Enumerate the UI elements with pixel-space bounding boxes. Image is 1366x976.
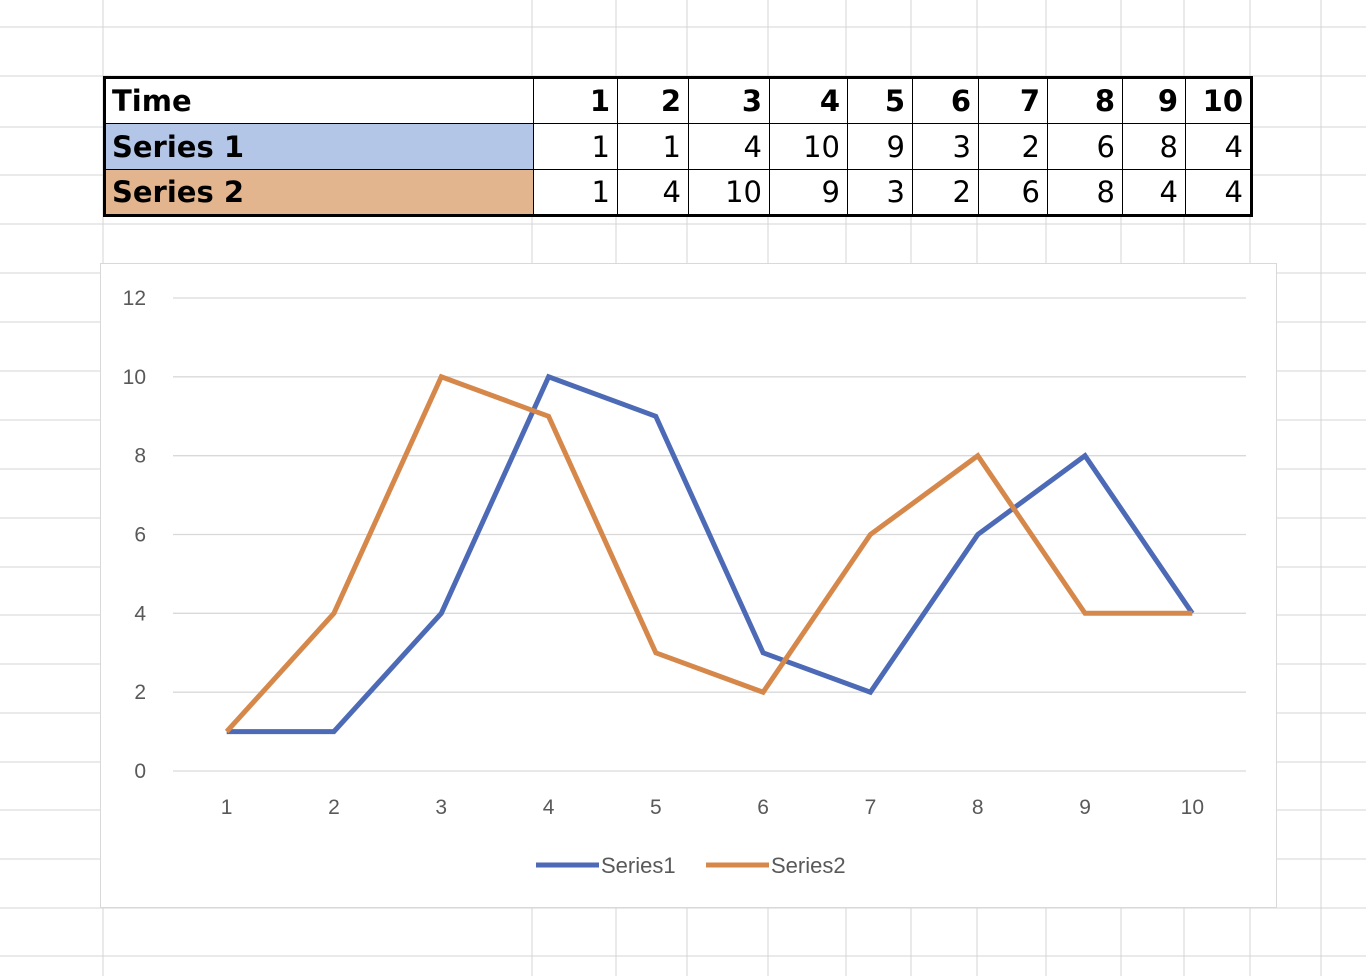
time-value-cell[interactable]: 4 (769, 77, 848, 124)
series2-value-cell[interactable]: 1 (533, 169, 618, 216)
x-tick-label: 5 (650, 796, 662, 819)
time-value-cell[interactable]: 9 (1122, 77, 1186, 124)
series1-value-cell[interactable]: 3 (912, 123, 979, 170)
x-tick-label: 10 (1181, 796, 1204, 819)
series1-value-cell[interactable]: 8 (1122, 123, 1186, 170)
series1-label-cell[interactable]: Series 1 (104, 123, 534, 170)
y-tick-label: 12 (123, 287, 146, 310)
time-value-cell[interactable]: 8 (1047, 77, 1123, 124)
time-value-cell[interactable]: 6 (912, 77, 979, 124)
table-row: Series 1 1 1 4 10 9 3 2 6 8 4 (104, 123, 1252, 170)
time-value-cell[interactable]: 7 (978, 77, 1048, 124)
y-tick-label: 6 (134, 524, 146, 547)
x-tick-label: 3 (435, 796, 447, 819)
series1-value-cell[interactable]: 1 (617, 123, 689, 170)
series2-value-cell[interactable]: 10 (688, 169, 770, 216)
series2-value-cell[interactable]: 4 (1122, 169, 1186, 216)
series1-value-cell[interactable]: 1 (533, 123, 618, 170)
series1-value-cell[interactable]: 9 (847, 123, 913, 170)
series2-value-cell[interactable]: 4 (1185, 169, 1252, 216)
x-tick-label: 9 (1079, 796, 1091, 819)
time-value-cell[interactable]: 5 (847, 77, 913, 124)
series2-value-cell[interactable]: 4 (617, 169, 689, 216)
series1-value-cell[interactable]: 4 (688, 123, 770, 170)
series2-legend-label: Series2 (771, 853, 846, 878)
series1-value-cell[interactable]: 6 (1047, 123, 1123, 170)
series2-value-cell[interactable]: 8 (1047, 169, 1123, 216)
x-tick-label: 2 (328, 796, 340, 819)
series2-value-cell[interactable]: 2 (912, 169, 979, 216)
time-value-cell[interactable]: 1 (533, 77, 618, 124)
y-tick-label: 8 (134, 445, 146, 468)
y-tick-label: 10 (123, 366, 146, 389)
series2-label-cell[interactable]: Series 2 (104, 169, 534, 216)
table-row: Series 2 1 4 10 9 3 2 6 8 4 4 (104, 169, 1252, 216)
y-tick-label: 2 (134, 681, 146, 704)
x-tick-label: 6 (757, 796, 769, 819)
series2-value-cell[interactable]: 6 (978, 169, 1048, 216)
series1-legend-label: Series1 (601, 853, 676, 878)
line-chart[interactable]: 0 2 4 6 8 10 12 1 2 3 4 5 6 7 8 9 10 Series1 Series2 (100, 263, 1277, 908)
x-tick-label: 7 (865, 796, 877, 819)
series1-value-cell[interactable]: 10 (769, 123, 848, 170)
series2-line (224, 373, 1193, 734)
y-tick-label: 4 (134, 602, 146, 625)
series1-value-cell[interactable]: 4 (1185, 123, 1252, 170)
x-tick-label: 1 (221, 796, 233, 819)
x-tick-label: 4 (543, 796, 555, 819)
x-tick-label: 8 (972, 796, 984, 819)
series2-value-cell[interactable]: 3 (847, 169, 913, 216)
y-tick-label: 0 (134, 760, 146, 783)
data-table: Time 1 2 3 4 5 6 7 8 9 10 Series 1 1 1 4… (103, 76, 1253, 217)
series2-value-cell[interactable]: 9 (769, 169, 848, 216)
time-value-cell[interactable]: 2 (617, 77, 689, 124)
series1-line (226, 373, 1195, 735)
table-header-row: Time 1 2 3 4 5 6 7 8 9 10 (104, 77, 1252, 124)
time-value-cell[interactable]: 10 (1185, 77, 1252, 124)
time-header-cell[interactable]: Time (104, 77, 534, 124)
time-value-cell[interactable]: 3 (688, 77, 770, 124)
series1-value-cell[interactable]: 2 (978, 123, 1048, 170)
